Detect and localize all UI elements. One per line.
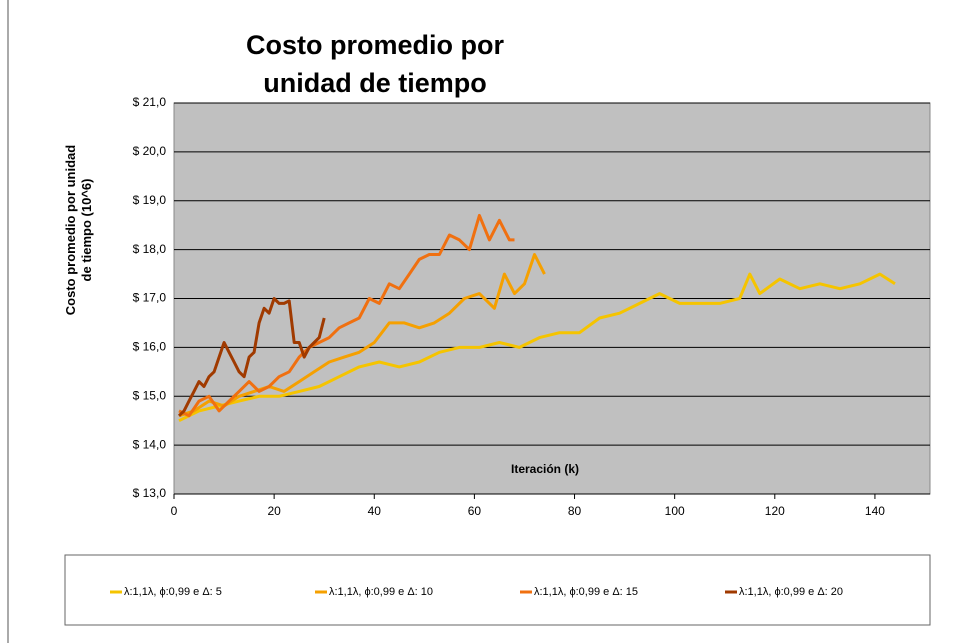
series-line: [178, 213, 515, 418]
legend-label: λ:1,1λ, ϕ:0,99 e Δ: 5: [124, 586, 222, 598]
legend-label: λ:1,1λ, ϕ:0,99 e Δ: 10: [329, 586, 433, 598]
x-tick-label: 60: [468, 504, 482, 518]
x-axis-label: Iteración (k): [511, 462, 579, 476]
y-tick-label: $ 21,0: [133, 95, 167, 109]
chart-title: Costo promedio por unidad de tiempo: [246, 30, 504, 98]
x-tick-label: 120: [765, 504, 785, 518]
y-axis-label: Costo promedio por unidadde tiempo (10^6…: [63, 145, 94, 315]
series-line: [178, 272, 896, 423]
legend-box: [64, 554, 931, 626]
legend-label: λ:1,1λ, ϕ:0,99 e Δ: 15: [534, 586, 638, 598]
x-tick-label: 100: [665, 504, 685, 518]
y-tick-label: $ 17,0: [133, 291, 167, 305]
y-tick-label: $ 14,0: [133, 437, 167, 451]
x-tick-label: 20: [267, 504, 281, 518]
y-tick-label: $ 19,0: [133, 193, 167, 207]
y-tick-label: $ 18,0: [133, 242, 167, 256]
series-line: [178, 253, 546, 418]
x-tick-label: 80: [568, 504, 582, 518]
x-tick-label: 40: [368, 504, 382, 518]
y-tick-label: $ 16,0: [133, 340, 167, 354]
x-tick-label: 140: [865, 504, 885, 518]
y-tick-label: $ 20,0: [133, 144, 167, 158]
series-line: [177, 297, 326, 417]
legend-label: λ:1,1λ, ϕ:0,99 e Δ: 20: [739, 586, 843, 598]
x-tick-label: 0: [171, 504, 178, 518]
y-tick-label: $ 15,0: [133, 388, 167, 402]
y-tick-label: $ 13,0: [133, 486, 167, 500]
